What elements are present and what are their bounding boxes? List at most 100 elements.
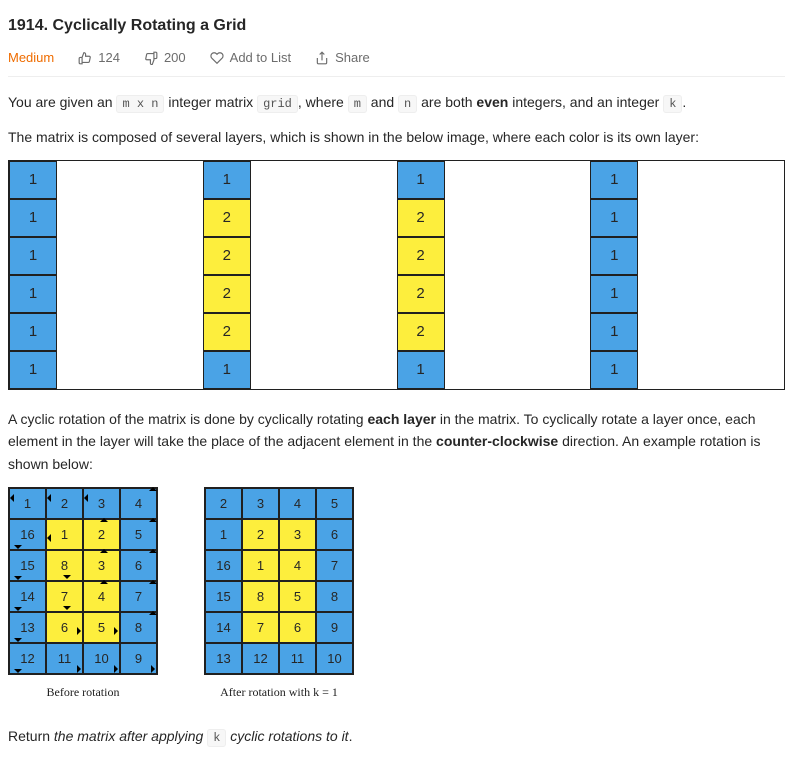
grid-cell: 4 — [83, 581, 120, 612]
meta-row: Medium 124 200 Add to List Share — [8, 48, 785, 68]
grid-cell: 2 — [242, 519, 279, 550]
grid-cell: 1 — [590, 161, 638, 199]
grid-cell: 11 — [46, 643, 83, 674]
text: integer matrix — [164, 94, 257, 110]
like-button[interactable]: 124 — [78, 48, 120, 68]
grid-cell: 10 — [316, 643, 353, 674]
divider — [8, 76, 785, 77]
text-italic: cyclic rotations to it — [226, 728, 348, 744]
grid-cell: 1 — [46, 519, 83, 550]
share-icon — [315, 51, 329, 65]
code-inline: grid — [257, 95, 298, 113]
grid-cell: 4 — [279, 488, 316, 519]
grid-cell: 4 — [279, 550, 316, 581]
text: integers, and an integer — [508, 94, 663, 110]
grid-cell: 2 — [205, 488, 242, 519]
paragraph-2: The matrix is composed of several layers… — [8, 126, 785, 148]
grid-cell: 5 — [279, 581, 316, 612]
grid-cell: 7 — [242, 612, 279, 643]
grid-cell: 1 — [9, 351, 57, 389]
grid-cell: 1 — [203, 351, 251, 389]
grid-cell: 13 — [205, 643, 242, 674]
grid-cell: 9 — [316, 612, 353, 643]
text: Return — [8, 728, 54, 744]
grid-cell: 1 — [397, 351, 445, 389]
after-grid: 2345123616147158581476913121110 — [204, 487, 354, 675]
grid-cell: 1 — [590, 237, 638, 275]
grid-cell: 2 — [203, 313, 251, 351]
paragraph-3: A cyclic rotation of the matrix is done … — [8, 408, 785, 475]
rotation-figure-row: 1234161251583614747136581211109 Before r… — [8, 487, 785, 701]
add-to-list-button[interactable]: Add to List — [210, 48, 291, 68]
share-button[interactable]: Share — [315, 48, 370, 68]
grid-cell: 5 — [316, 488, 353, 519]
layers-grid: 111112211221122112211111 — [8, 160, 785, 390]
problem-title: 1914. Cyclically Rotating a Grid — [8, 14, 785, 38]
dislike-count: 200 — [164, 48, 186, 68]
grid-cell: 7 — [46, 581, 83, 612]
grid-cell: 15 — [205, 581, 242, 612]
grid-cell: 6 — [279, 612, 316, 643]
before-column: 1234161251583614747136581211109 Before r… — [8, 487, 158, 701]
code-inline: m — [348, 95, 367, 113]
grid-cell: 1 — [205, 519, 242, 550]
grid-cell: 1 — [590, 313, 638, 351]
text: . — [682, 94, 686, 110]
grid-cell: 1 — [9, 237, 57, 275]
grid-cell: 3 — [242, 488, 279, 519]
grid-cell: 11 — [279, 643, 316, 674]
grid-cell: 1 — [9, 161, 57, 199]
share-label: Share — [335, 48, 370, 68]
grid-cell: 2 — [46, 488, 83, 519]
grid-cell: 1 — [203, 161, 251, 199]
grid-cell: 14 — [205, 612, 242, 643]
grid-cell: 1 — [9, 199, 57, 237]
grid-cell: 1 — [590, 275, 638, 313]
paragraph-1: You are given an m x n integer matrix gr… — [8, 91, 785, 114]
grid-cell: 8 — [120, 612, 157, 643]
text-bold: even — [476, 94, 508, 110]
grid-cell: 16 — [205, 550, 242, 581]
grid-cell: 2 — [397, 237, 445, 275]
grid-cell: 10 — [83, 643, 120, 674]
text-italic: the matrix after applying — [54, 728, 207, 744]
grid-cell: 1 — [9, 488, 46, 519]
grid-cell: 3 — [279, 519, 316, 550]
grid-cell: 14 — [9, 581, 46, 612]
grid-cell: 2 — [203, 275, 251, 313]
text: , where — [298, 94, 348, 110]
grid-cell: 12 — [9, 643, 46, 674]
grid-cell: 7 — [316, 550, 353, 581]
grid-cell: 1 — [9, 313, 57, 351]
grid-cell: 15 — [9, 550, 46, 581]
text-bold: counter-clockwise — [436, 433, 558, 449]
paragraph-4: Return the matrix after applying k cycli… — [8, 725, 785, 748]
grid-cell: 6 — [316, 519, 353, 550]
text: You are given an — [8, 94, 116, 110]
grid-cell: 8 — [242, 581, 279, 612]
like-count: 124 — [98, 48, 120, 68]
grid-cell: 12 — [242, 643, 279, 674]
grid-cell: 2 — [203, 199, 251, 237]
code-inline: n — [398, 95, 417, 113]
grid-cell: 13 — [9, 612, 46, 643]
grid-cell: 1 — [590, 351, 638, 389]
text: . — [349, 728, 353, 744]
code-inline: k — [207, 729, 226, 747]
dislike-button[interactable]: 200 — [144, 48, 186, 68]
grid-cell: 8 — [316, 581, 353, 612]
grid-cell: 8 — [46, 550, 83, 581]
grid-cell: 16 — [9, 519, 46, 550]
text-bold: each layer — [367, 411, 436, 427]
grid-cell: 6 — [46, 612, 83, 643]
difficulty-badge: Medium — [8, 48, 54, 68]
code-inline: m x n — [116, 95, 164, 113]
text: and — [367, 94, 398, 110]
thumbs-down-icon — [144, 51, 158, 65]
before-caption: Before rotation — [47, 683, 120, 701]
grid-cell: 1 — [9, 275, 57, 313]
layers-grid-figure: 111112211221122112211111 — [8, 160, 785, 390]
grid-cell: 1 — [242, 550, 279, 581]
grid-cell: 1 — [590, 199, 638, 237]
grid-cell: 2 — [203, 237, 251, 275]
